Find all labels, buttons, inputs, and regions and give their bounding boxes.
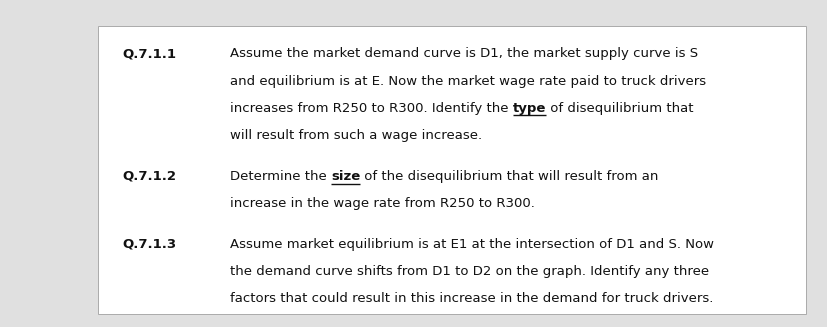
Text: type: type <box>512 102 546 115</box>
Text: increases from R250 to R300. Identify the: increases from R250 to R300. Identify th… <box>230 102 512 115</box>
Text: and equilibrium is at E. Now the market wage rate paid to truck drivers: and equilibrium is at E. Now the market … <box>230 75 705 88</box>
Text: of the disequilibrium that will result from an: of the disequilibrium that will result f… <box>360 170 658 183</box>
Text: Assume the market demand curve is D1, the market supply curve is S: Assume the market demand curve is D1, th… <box>230 47 697 60</box>
Text: of disequilibrium that: of disequilibrium that <box>546 102 693 115</box>
Text: Q.7.1.3: Q.7.1.3 <box>122 238 176 251</box>
Text: increase in the wage rate from R250 to R300.: increase in the wage rate from R250 to R… <box>230 197 534 210</box>
Text: Q.7.1.2: Q.7.1.2 <box>122 170 176 183</box>
Text: Assume market equilibrium is at E1 at the intersection of D1 and S. Now: Assume market equilibrium is at E1 at th… <box>230 238 714 251</box>
Text: size: size <box>331 170 360 183</box>
Text: factors that could result in this increase in the demand for truck drivers.: factors that could result in this increa… <box>230 292 713 305</box>
Text: the demand curve shifts from D1 to D2 on the graph. Identify any three: the demand curve shifts from D1 to D2 on… <box>230 265 709 278</box>
FancyBboxPatch shape <box>98 26 805 314</box>
Text: will result from such a wage increase.: will result from such a wage increase. <box>230 129 481 142</box>
Text: Determine the: Determine the <box>230 170 331 183</box>
Text: Q.7.1.1: Q.7.1.1 <box>122 47 176 60</box>
